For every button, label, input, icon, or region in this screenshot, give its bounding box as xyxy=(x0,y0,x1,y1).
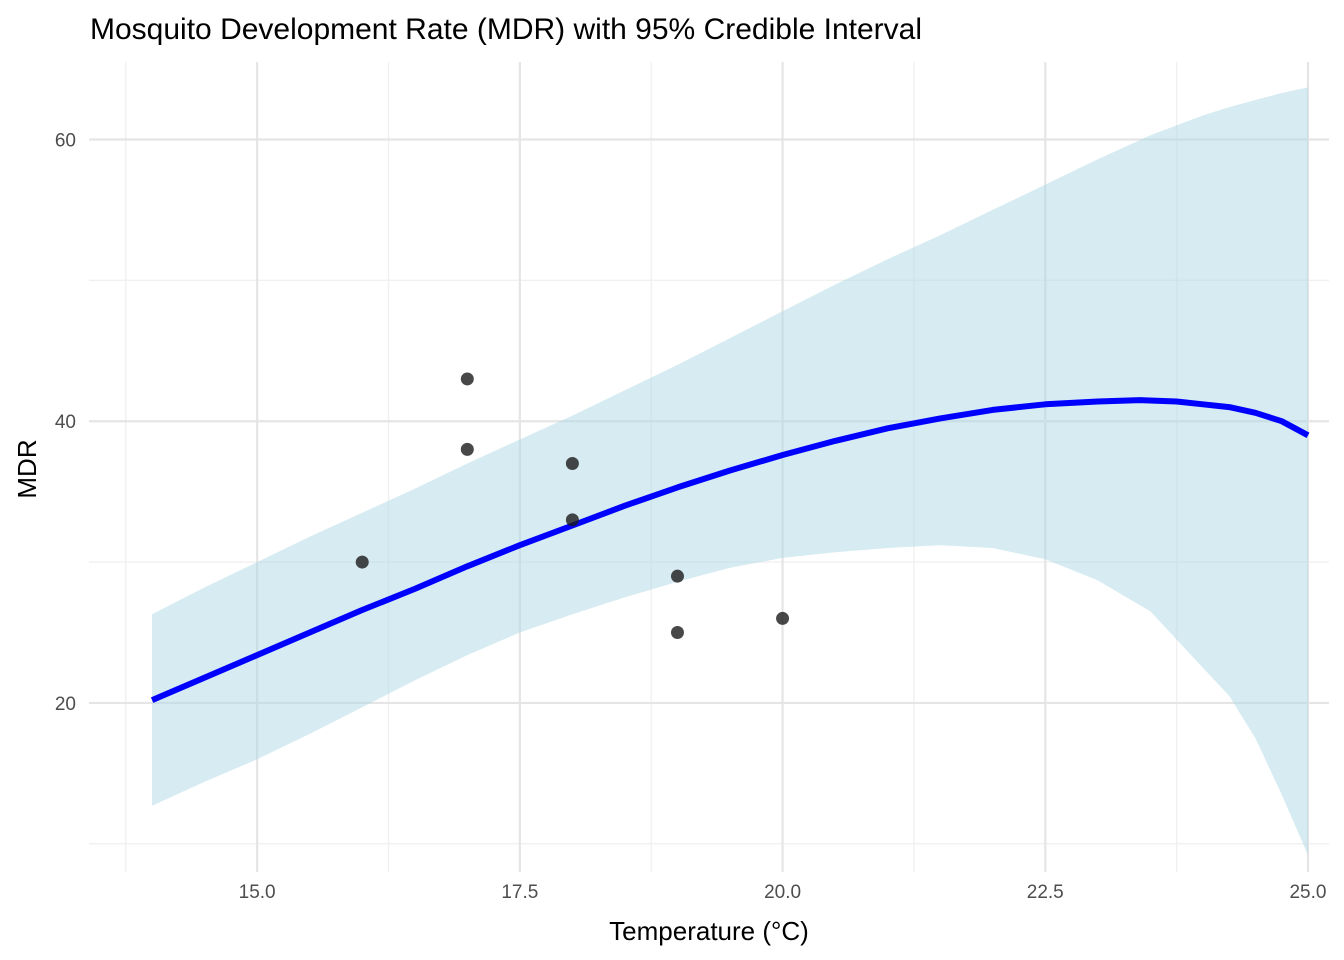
x-tick-label-0: 15.0 xyxy=(239,882,276,903)
y-axis-title: MDR xyxy=(12,439,42,498)
y-tick-labels: 20 40 60 xyxy=(55,130,76,714)
x-tick-label-4: 25.0 xyxy=(1289,882,1326,903)
x-tick-label-1: 17.5 xyxy=(501,882,538,903)
chart-title: Mosquito Development Rate (MDR) with 95%… xyxy=(90,13,922,46)
data-point-6 xyxy=(670,626,684,640)
x-tick-label-3: 22.5 xyxy=(1027,882,1064,903)
data-point-4 xyxy=(565,513,579,527)
y-tick-label-2: 60 xyxy=(55,130,76,151)
data-point-7 xyxy=(776,611,790,625)
data-point-2 xyxy=(460,442,474,456)
fit-line xyxy=(150,397,1310,703)
y-tick-label-1: 40 xyxy=(55,412,76,433)
x-axis-title: Temperature (°C) xyxy=(609,916,809,946)
fit-line-layer xyxy=(150,397,1310,703)
data-point-5 xyxy=(670,569,684,583)
x-tick-label-2: 20.0 xyxy=(764,882,801,903)
x-tick-labels: 15.0 17.5 20.0 22.5 25.0 xyxy=(239,882,1327,903)
data-point-1 xyxy=(460,372,474,386)
y-tick-label-0: 20 xyxy=(55,694,76,715)
data-point-0 xyxy=(355,555,369,569)
data-point-3 xyxy=(565,456,579,470)
observation-points xyxy=(355,372,790,640)
